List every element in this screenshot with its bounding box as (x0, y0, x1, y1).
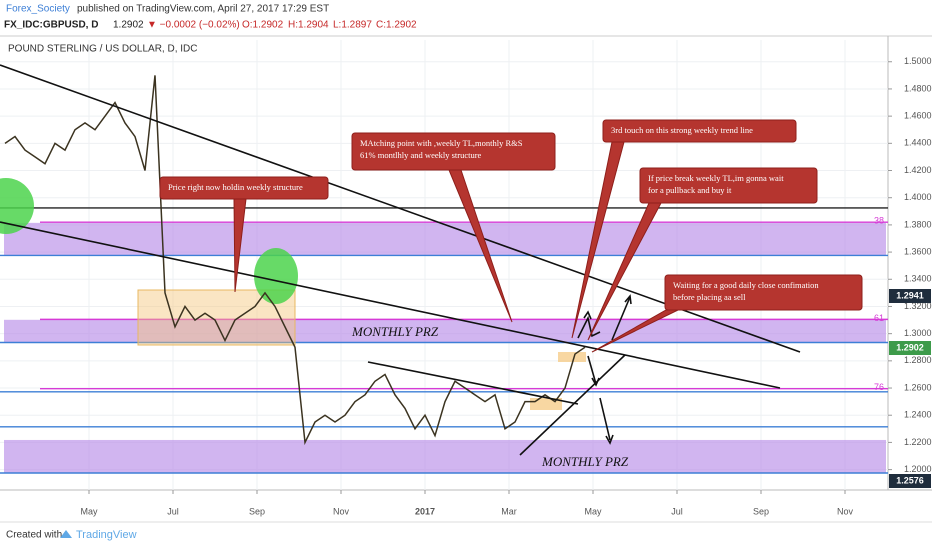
projection-arrow (587, 355, 597, 385)
price-badge (889, 289, 931, 303)
y-tick-label: 1.5000 (904, 56, 932, 66)
highlight-circle (254, 248, 298, 304)
callout-text: MAtching point with ,weekly TL,monthly R… (360, 138, 523, 148)
ohlc-close: C:1.2902 (376, 20, 417, 31)
trend-line (0, 221, 781, 389)
y-tick-label: 1.4600 (904, 111, 932, 121)
x-tick-label: Sep (249, 506, 265, 516)
y-tick-label: 1.4800 (904, 83, 932, 93)
x-tick-label: Mar (501, 506, 517, 516)
zone-label: MONTHLY PRZ (541, 454, 629, 469)
price-series (4, 75, 586, 446)
symbol: FX_IDC:GBPUSD, D (4, 20, 98, 31)
zone-label: MONTHLY PRZ (351, 324, 439, 339)
tradingview-logo (60, 530, 72, 538)
price-change: ▼ −0.0002 (−0.02%) (147, 20, 240, 31)
projection-arrow (599, 397, 611, 441)
callout-text: Price right now holdin weekly structure (168, 182, 303, 192)
callout-box (159, 176, 329, 200)
footer-created: Created with (6, 530, 62, 541)
prz-zone (4, 439, 886, 473)
callout-text: If price break weekly TL,im gonna wait (648, 173, 784, 183)
ohlc-low: L:1.2897 (333, 20, 372, 31)
fib-label: 61 (874, 313, 884, 323)
trend-line (367, 361, 579, 405)
price-badge-label: 1.2902 (896, 342, 924, 352)
zones: 38 61 76 (0, 207, 888, 474)
prz-zone (4, 319, 886, 343)
annotations: Price right now holdin weekly structure M… (159, 119, 863, 469)
y-tick-label: 1.3000 (904, 328, 932, 338)
x-tick-label: Sep (753, 506, 769, 516)
y-tick-label: 1.3400 (904, 274, 932, 284)
y-tick-label: 1.2400 (904, 410, 932, 420)
publisher[interactable]: Forex_Society (6, 4, 70, 15)
y-tick-label: 1.2000 (904, 464, 932, 474)
y-tick-label: 1.4400 (904, 138, 932, 148)
chart-title: POUND STERLING / US DOLLAR, D, IDC (8, 44, 197, 55)
callout-text: before placing aa sell (673, 292, 746, 302)
y-tick-label: 1.3800 (904, 219, 932, 229)
projection-arrow (611, 296, 631, 341)
y-tick-label: 1.2800 (904, 355, 932, 365)
price-badge (889, 341, 931, 355)
projection-arrow (577, 315, 601, 339)
y-tick-label: 1.2200 (904, 437, 932, 447)
published-note: published on TradingView.com, April 27, … (77, 4, 329, 15)
callout-box (664, 274, 863, 311)
callout-text: for a pullback and buy it (648, 185, 732, 195)
price-axis: 1.5000 1.4800 1.4600 1.4400 1.4200 1.4000 1.38… (888, 56, 932, 488)
callout-box (639, 167, 818, 204)
callout-text: 3rd touch on this strong weekly trend li… (611, 125, 753, 135)
y-tick-label: 1.3200 (904, 301, 932, 311)
fib-label: 76 (874, 382, 884, 392)
x-tick-label: Nov (333, 506, 350, 516)
callout-text: 61% montlhly and weekly structure (360, 150, 482, 160)
ohlc-high: H:1.2904 (288, 20, 329, 31)
trend-line (519, 354, 626, 456)
x-tick-label: May (584, 506, 602, 516)
footer-brand[interactable]: TradingView (76, 529, 137, 541)
prz-zone (4, 222, 886, 256)
structure-box (558, 352, 586, 362)
highlight-circle (0, 178, 34, 234)
x-tick-label: 2017 (415, 506, 435, 516)
x-tick-label: Jul (671, 506, 683, 516)
price-badge-label: 1.2576 (896, 475, 924, 485)
y-tick-label: 1.2600 (904, 382, 932, 392)
callout-text: Waiting for a good daily close confimati… (673, 280, 819, 290)
y-tick-label: 1.3600 (904, 246, 932, 256)
callout-box (351, 132, 556, 171)
arrow-heads (583, 294, 632, 445)
x-tick-label: Nov (837, 506, 854, 516)
y-tick-label: 1.4200 (904, 165, 932, 175)
x-tick-label: May (80, 506, 98, 516)
price-line (4, 75, 586, 446)
last-price: 1.2902 (113, 20, 144, 31)
price-badge-label: 1.2941 (896, 290, 924, 300)
ohlc-open: O:1.2902 (242, 20, 284, 31)
callout-box (602, 119, 797, 143)
x-tick-label: Jul (167, 506, 179, 516)
fib-label: 38 (874, 216, 884, 226)
price-badge (889, 474, 931, 488)
y-tick-label: 1.4000 (904, 192, 932, 202)
